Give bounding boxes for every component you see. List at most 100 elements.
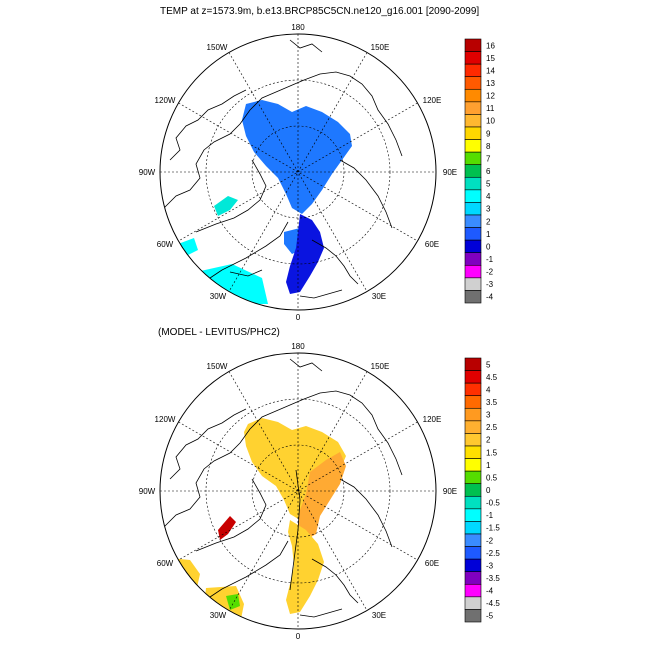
top-colorbar-tick-label: 1	[486, 230, 491, 239]
bottom-colorbar-tick-label: 4.5	[486, 373, 498, 382]
top-label-30w: 30W	[210, 292, 227, 301]
bottom-label-0: 0	[296, 632, 301, 641]
top-colorbar-tick-label: 3	[486, 205, 491, 214]
bottom-map-border	[159, 352, 437, 630]
top-colorbar-tick-label: 13	[486, 79, 495, 88]
top-colorbar-swatch	[464, 227, 482, 241]
bottom-colorbar-tick-label: -5	[486, 612, 494, 621]
bottom-colorbar-swatch	[464, 458, 482, 472]
bottom-colorbar-swatch	[464, 583, 482, 598]
bottom-label-120e: 120E	[423, 415, 442, 424]
top-label-120e: 120E	[423, 96, 442, 105]
top-colorbar-tick-label: 11	[486, 104, 495, 113]
top-colorbar-swatch	[464, 277, 482, 291]
bottom-colorbar-swatch	[464, 433, 482, 447]
top-colorbar-swatch	[464, 101, 482, 115]
bottom-label-30e: 30E	[372, 611, 386, 620]
top-colorbar-tick-label: 0	[486, 242, 491, 251]
bottom-label-60e: 60E	[425, 559, 439, 568]
top-colorbar-swatch	[464, 202, 482, 216]
bottom-colorbar-swatch	[464, 370, 482, 384]
bottom-colorbar-swatch	[464, 508, 482, 522]
bottom-label-150e: 150E	[371, 362, 390, 371]
top-colorbar-swatch	[464, 151, 482, 166]
bottom-graticule	[160, 353, 436, 629]
bottom-colorbar-tick-label: -3.5	[486, 574, 500, 583]
bottom-colorbar: 5 4.5 4 3.5 3 2.5 2 1.5 1 0.5 0 -0.5 -1 -1.5 -2 -2.5 -3 -…	[464, 357, 500, 623]
top-coastlines	[161, 39, 403, 299]
bottom-colorbar-tick-label: -4.5	[486, 599, 500, 608]
top-colorbar-tick-label: -1	[486, 255, 494, 264]
bottom-colorbar-swatch	[464, 420, 482, 434]
difference-plot-title: (MODEL - LEVITUS/PHC2)	[158, 327, 280, 338]
bottom-colorbar-swatch	[464, 483, 482, 497]
plot-title: TEMP at z=1573.9m, b.e13.BRCP85C5CN.ne12…	[160, 6, 480, 17]
top-label-150w: 150W	[207, 43, 228, 52]
bottom-colorbar-swatch	[464, 470, 482, 485]
bottom-label-30w: 30W	[210, 611, 227, 620]
top-colorbar-tick-label: 6	[486, 167, 491, 176]
bottom-polar-map: 180 150W 150E 120W 120E 90W 90E 60W 60E …	[139, 342, 457, 641]
top-colorbar-tick-label: 8	[486, 142, 491, 151]
top-polar-map: 180 150W 150E 120W 120E 90W 90E 60W 60E …	[139, 23, 457, 322]
top-colorbar-tick-label: 16	[486, 41, 495, 50]
bottom-colorbar-tick-label: -2.5	[486, 549, 500, 558]
top-label-60w: 60W	[157, 240, 174, 249]
top-colorbar-swatch	[464, 290, 482, 304]
top-colorbar-tick-label: 14	[486, 66, 495, 75]
bottom-colorbar-swatch	[464, 495, 482, 510]
top-colorbar-swatch	[464, 38, 482, 52]
bottom-colorbar-tick-label: 0.5	[486, 473, 498, 482]
top-colorbar-swatch	[464, 114, 482, 128]
top-label-180: 180	[291, 23, 305, 32]
top-colorbar-swatch	[464, 189, 482, 203]
top-label-60e: 60E	[425, 240, 439, 249]
bottom-colorbar-tick-label: 5	[486, 360, 491, 369]
bottom-label-60w: 60W	[157, 559, 174, 568]
bottom-label-120w: 120W	[155, 415, 176, 424]
top-colorbar-tick-label: -3	[486, 280, 494, 289]
top-colorbar-tick-label: 10	[486, 117, 495, 126]
bottom-colorbar-tick-label: 3.5	[486, 398, 498, 407]
top-nordic-field	[286, 214, 324, 294]
bottom-colorbar-swatch	[464, 395, 482, 409]
top-colorbar-swatch	[464, 239, 482, 254]
top-colorbar-swatch	[464, 126, 482, 140]
top-colorbar-tick-label: -2	[486, 268, 494, 277]
top-label-0: 0	[296, 313, 301, 322]
bottom-colorbar-tick-label: -2	[486, 536, 494, 545]
top-graticule	[160, 34, 436, 310]
bottom-colorbar-swatch	[464, 546, 482, 560]
bottom-colorbar-swatch	[464, 357, 482, 371]
bottom-colorbar-swatch	[464, 596, 482, 610]
top-colorbar-tick-label: 7	[486, 154, 491, 163]
top-colorbar-swatch	[464, 176, 482, 191]
bottom-colorbar-swatch	[464, 407, 482, 422]
top-map-border	[159, 33, 437, 311]
bottom-colorbar-tick-label: -0.5	[486, 499, 500, 508]
bottom-colorbar-tick-label: -4	[486, 587, 494, 596]
top-colorbar-tick-label: 12	[486, 92, 495, 101]
bottom-label-180: 180	[291, 342, 305, 351]
bottom-colorbar-tick-label: 2.5	[486, 423, 498, 432]
bottom-colorbar-swatch	[464, 609, 482, 623]
bottom-eurasian-field	[298, 452, 346, 540]
bottom-nordic-field	[286, 520, 324, 614]
bottom-colorbar-tick-label: 3	[486, 411, 491, 420]
top-colorbar-swatch	[464, 214, 482, 228]
top-colorbar-tick-label: 5	[486, 180, 491, 189]
top-label-30e: 30E	[372, 292, 386, 301]
bottom-label-150w: 150W	[207, 362, 228, 371]
top-label-90w: 90W	[139, 168, 156, 177]
bottom-colorbar-tick-label: 0	[486, 486, 491, 495]
top-colorbar-swatch	[464, 264, 482, 279]
bottom-colorbar-tick-label: 4	[486, 385, 491, 394]
top-baffin-patch	[214, 196, 238, 216]
bottom-colorbar-swatch	[464, 521, 482, 535]
top-colorbar-tick-label: 15	[486, 54, 495, 63]
top-arctic-field	[242, 100, 352, 214]
top-colorbar-swatch	[464, 139, 482, 153]
top-colorbar-swatch	[464, 252, 482, 266]
bottom-colorbar-swatch	[464, 571, 482, 585]
